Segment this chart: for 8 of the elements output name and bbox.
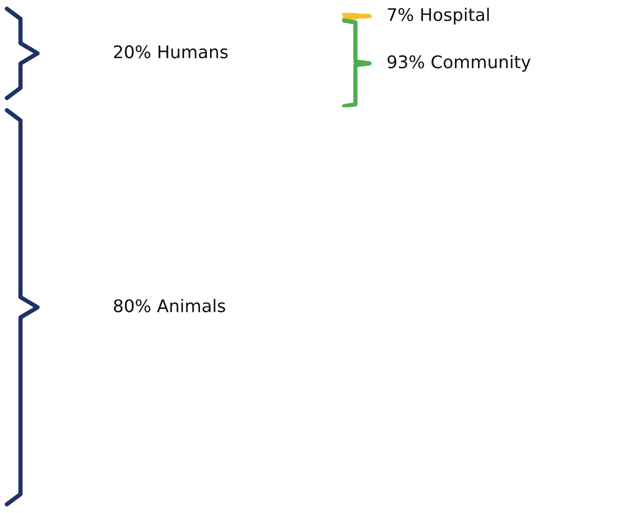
data-label: 7% <box>388 8 414 22</box>
category-label: Humans <box>158 45 228 58</box>
data-label: 93% <box>388 55 424 68</box>
category-label: Community <box>432 54 531 72</box>
data-label: 80% <box>114 299 150 312</box>
category-label: Animals <box>156 298 226 312</box>
data-label: 20% <box>114 45 150 58</box>
category-label: Hospital <box>421 8 489 25</box>
